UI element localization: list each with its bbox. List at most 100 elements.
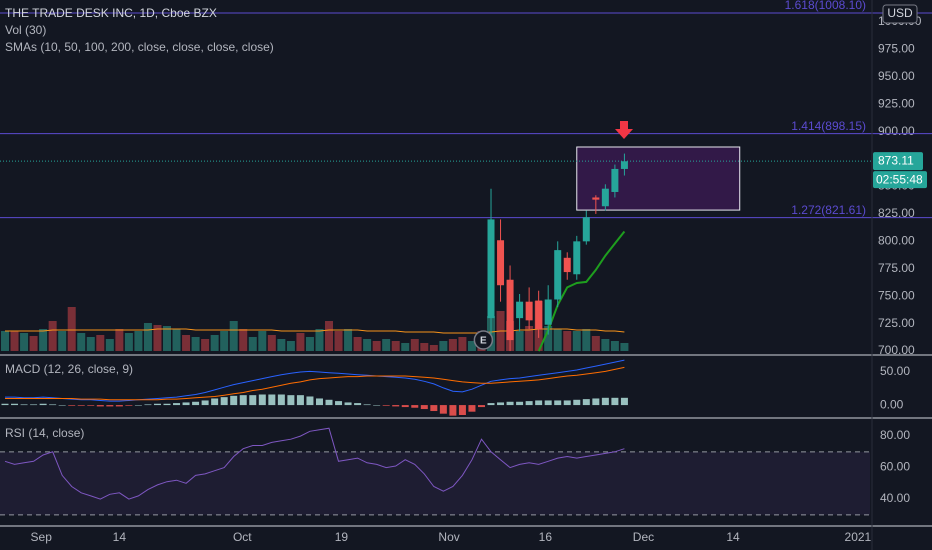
macd-histogram-bar — [11, 403, 19, 406]
volume-bar — [344, 329, 353, 351]
macd-histogram-bar — [211, 398, 219, 406]
macd-tick-label: 50.00 — [880, 364, 910, 378]
last-price-label: 873.11 — [878, 153, 914, 167]
y-tick-label: 975.00 — [878, 42, 915, 56]
macd-histogram-bar — [554, 400, 562, 406]
macd-histogram-bar — [468, 405, 476, 412]
volume-bar — [96, 335, 105, 351]
volume-bar — [582, 329, 591, 351]
macd-histogram-bar — [49, 404, 57, 406]
macd-histogram-bar — [77, 405, 85, 406]
volume-bar — [67, 307, 76, 351]
volume-bar — [201, 339, 210, 351]
volume-bar — [29, 336, 38, 351]
macd-histogram-bar — [544, 400, 552, 406]
macd-histogram-bar — [525, 401, 533, 406]
macd-histogram-bar — [516, 401, 524, 406]
volume-bar — [182, 335, 191, 351]
volume-bar — [572, 331, 581, 351]
volume-bar — [429, 345, 438, 351]
macd-legend: MACD (12, 26, close, 9) — [5, 362, 133, 376]
y-tick-label: 700.00 — [878, 343, 915, 357]
candle-body — [573, 241, 581, 275]
macd-histogram-bar — [163, 403, 171, 406]
volume-bar — [563, 331, 572, 351]
volume-bar — [248, 337, 257, 351]
fib-label: 1.618(1008.10) — [785, 0, 866, 12]
volume-bar — [39, 329, 48, 351]
macd-histogram-bar — [601, 397, 609, 406]
volume-bar — [239, 329, 248, 351]
macd-histogram-bar — [315, 398, 323, 406]
y-tick-label: 825.00 — [878, 206, 915, 220]
volume-bar — [401, 343, 410, 351]
x-tick-label: Oct — [233, 530, 252, 544]
volume-legend: Vol (30) — [5, 23, 46, 37]
volume-bar — [353, 337, 362, 351]
y-tick-label: 950.00 — [878, 69, 915, 83]
sma-legend: SMAs (10, 50, 100, 200, close, close, cl… — [5, 40, 274, 54]
rsi-tick-label: 80.00 — [880, 428, 910, 442]
candle-body — [563, 257, 571, 273]
volume-bar — [172, 329, 181, 351]
y-tick-label: 725.00 — [878, 316, 915, 330]
volume-bar — [77, 333, 86, 351]
volume-bar — [601, 339, 610, 351]
macd-histogram-bar — [287, 395, 295, 406]
volume-bar — [124, 333, 133, 351]
macd-histogram-bar — [115, 405, 123, 407]
macd-histogram-bar — [58, 405, 66, 406]
macd-histogram-bar — [173, 403, 181, 406]
macd-histogram-bar — [68, 405, 76, 406]
volume-bar — [134, 331, 143, 351]
volume-bar — [1, 331, 10, 351]
macd-signal — [5, 366, 625, 401]
macd-histogram-bar — [144, 404, 152, 406]
volume-bar — [286, 341, 295, 351]
macd-histogram-bar — [487, 403, 495, 406]
x-tick-label: 14 — [113, 530, 127, 544]
candle-body — [592, 197, 600, 200]
earnings-badge — [473, 330, 494, 350]
macd-histogram-bar — [392, 405, 400, 407]
volume-bar — [105, 339, 114, 351]
macd-histogram-bar — [401, 405, 409, 408]
volume-bar — [591, 336, 600, 351]
macd-histogram-bar — [411, 405, 419, 408]
macd-histogram-bar — [420, 405, 428, 410]
candle-body — [554, 250, 562, 300]
y-tick-label: 750.00 — [878, 288, 915, 302]
volume-bar — [210, 335, 219, 351]
macd-histogram-bar — [96, 405, 104, 407]
macd-histogram-bar — [249, 395, 257, 406]
macd-histogram-bar — [239, 395, 247, 406]
volume-bar — [610, 341, 619, 351]
macd-histogram-bar — [335, 401, 343, 406]
volume-bar — [305, 337, 314, 351]
macd-histogram-bar — [134, 405, 142, 406]
candle-body — [497, 240, 505, 286]
candle-body — [544, 299, 552, 325]
macd-histogram-bar — [573, 399, 581, 406]
volume-bar — [191, 337, 200, 351]
macd-histogram-bar — [182, 402, 190, 406]
macd-histogram-bar — [563, 400, 571, 406]
volume-bar — [515, 331, 524, 351]
volume-bar — [277, 339, 286, 351]
macd-histogram-bar — [458, 405, 466, 415]
volume-bar — [363, 339, 372, 351]
candle-body — [582, 217, 590, 242]
candle-body — [620, 161, 628, 169]
volume-bar — [220, 331, 229, 351]
sma-line — [537, 230, 626, 352]
macd-histogram-bar — [592, 398, 600, 406]
volume-bar — [315, 329, 324, 351]
fib-label: 1.414(898.15) — [791, 119, 866, 133]
candle-body — [535, 300, 543, 330]
macd-histogram-bar — [87, 405, 95, 406]
highlight-box — [576, 146, 741, 211]
macd-histogram-bar — [296, 395, 304, 406]
